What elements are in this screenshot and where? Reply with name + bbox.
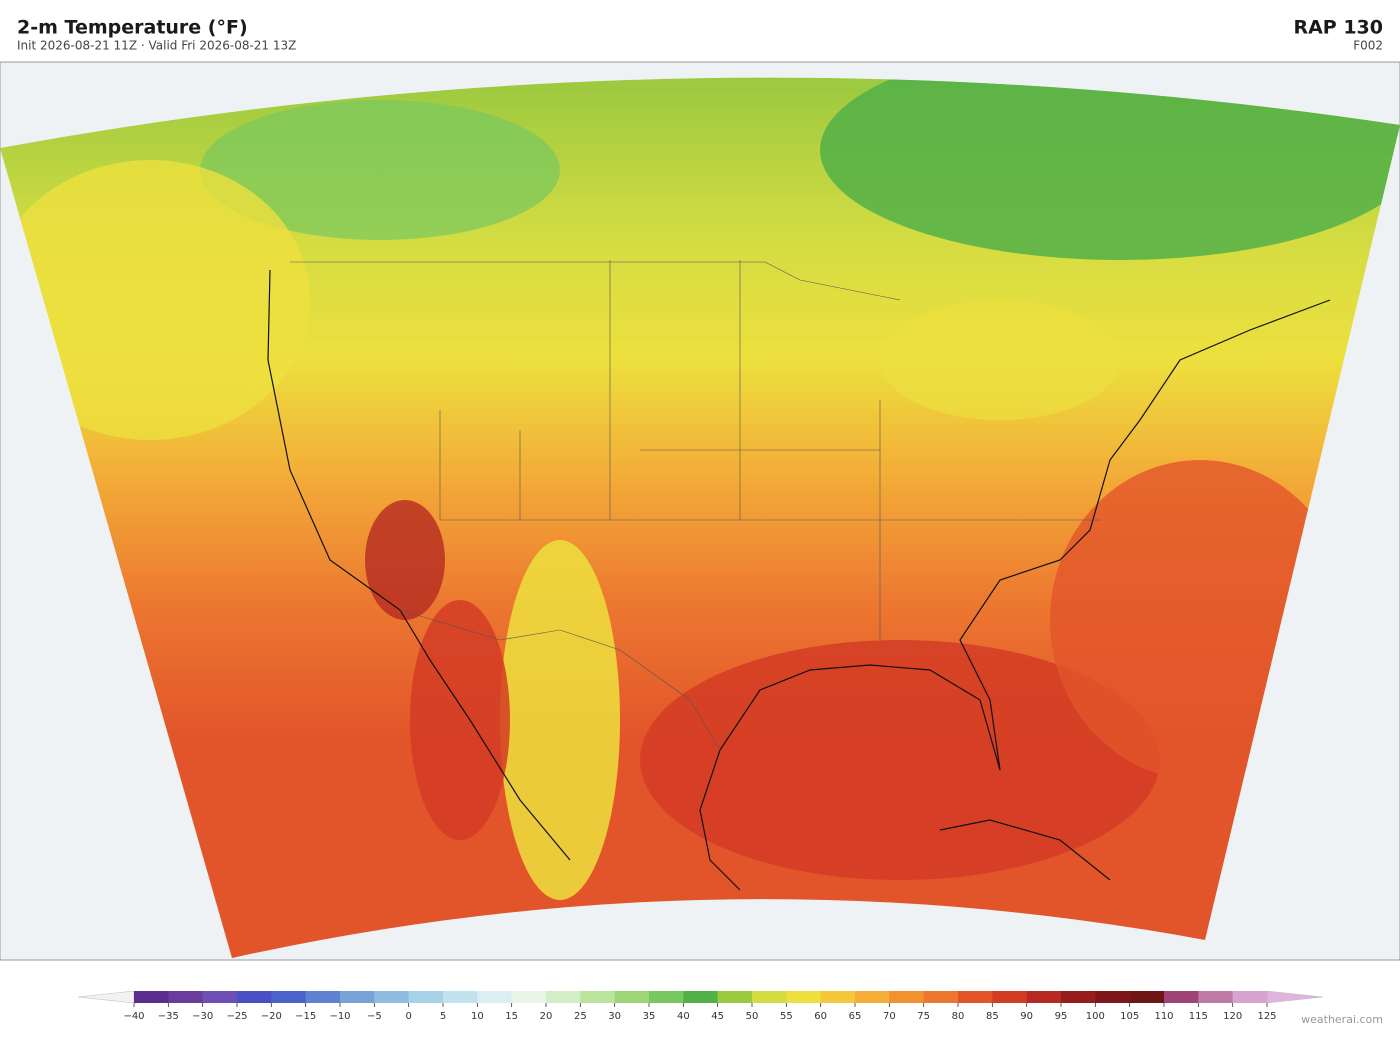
colorbar-segment — [443, 991, 478, 1003]
subtitle: Init 2026-08-21 11Z · Valid Fri 2026-08-… — [17, 39, 296, 53]
colorbar: −40 −35 −30 −25 −20 −15 −10 −5 0 5 10 15 20 25 30 35 40 4… — [77, 990, 1324, 1022]
map — [0, 61, 1400, 961]
colorbar-tick-label: 50 — [746, 1011, 759, 1022]
cool-region — [200, 100, 560, 240]
colorbar-tick-label: 100 — [1086, 1011, 1105, 1022]
colorbar-segment — [340, 991, 375, 1003]
colorbar-tick-label: 5 — [440, 1011, 446, 1022]
colorbar-segment — [820, 991, 856, 1003]
colorbar-tick-label: 40 — [677, 1011, 690, 1022]
colorbar-tick-label: 80 — [952, 1011, 965, 1022]
colorbar-segment — [271, 991, 306, 1003]
colorbar-tick-label: 20 — [540, 1011, 553, 1022]
colorbar-tick-label: −30 — [192, 1011, 213, 1022]
colorbar-segment — [717, 991, 753, 1003]
colorbar-tick-label: −10 — [329, 1011, 350, 1022]
colorbar-tick-label: 110 — [1154, 1011, 1173, 1022]
title: 2-m Temperature (°F) — [17, 17, 248, 39]
colorbar-tick-label: 75 — [917, 1011, 930, 1022]
colorbar-segment — [580, 991, 615, 1003]
colorbar-segment — [923, 991, 959, 1003]
temperature-field — [0, 77, 1400, 900]
mild-region — [0, 160, 310, 440]
colorbar-segment — [305, 991, 341, 1003]
hot-region — [365, 500, 445, 620]
colorbar-segment — [752, 991, 787, 1003]
colorbar-segment — [134, 991, 169, 1003]
colorbar-segment — [168, 991, 203, 1003]
colorbar-tick-label: −20 — [261, 1011, 282, 1022]
colorbar-segment — [1129, 991, 1165, 1003]
colorbar-tick-label: 120 — [1223, 1011, 1242, 1022]
colorbar-segment — [889, 991, 924, 1003]
colorbar-segment — [546, 991, 581, 1003]
warm-region — [410, 600, 510, 840]
colorbar-tick-label: 0 — [405, 1011, 411, 1022]
colorbar-tick-label: 115 — [1189, 1011, 1208, 1022]
forecast-hour: F002 — [1353, 39, 1383, 53]
colorbar-segment — [958, 991, 993, 1003]
colorbar-segment — [1232, 991, 1268, 1003]
colorbar-tick-label: −5 — [367, 1011, 382, 1022]
colorbar-tick-label: 70 — [883, 1011, 896, 1022]
colorbar-tick-label: 15 — [505, 1011, 518, 1022]
colorbar-tick-label: 45 — [711, 1011, 724, 1022]
warm-region — [640, 640, 1160, 880]
colorbar-tick-label: 30 — [608, 1011, 621, 1022]
colorbar-segment — [1026, 991, 1062, 1003]
borders — [290, 260, 1100, 751]
colorbar-tick-label: 90 — [1020, 1011, 1033, 1022]
colorbar-segment — [1061, 991, 1096, 1003]
colorbar-tick-label: 105 — [1120, 1011, 1139, 1022]
colorbar-tick-label: −40 — [123, 1011, 144, 1022]
colorbar-segment — [477, 991, 512, 1003]
colorbar-segment — [1164, 991, 1199, 1003]
colorbar-segment — [374, 991, 409, 1003]
colorbar-segment — [202, 991, 238, 1003]
colorbar-tick-label: 85 — [986, 1011, 999, 1022]
colorbar-tick-label: −25 — [226, 1011, 247, 1022]
colorbar-segment — [614, 991, 650, 1003]
colorbar-tick-label: 10 — [471, 1011, 484, 1022]
colorbar-tick-label: −35 — [158, 1011, 179, 1022]
colorbar-segment — [786, 991, 821, 1003]
colorbar-tick-label: 55 — [780, 1011, 793, 1022]
colorbar-segment — [1198, 991, 1233, 1003]
colorbar-segment — [408, 991, 444, 1003]
colorbar-tick-label: 60 — [814, 1011, 827, 1022]
colorbar-segment — [649, 991, 684, 1003]
mild-region — [500, 540, 620, 900]
colorbar-segment — [992, 991, 1027, 1003]
colorbar-tick-label: 125 — [1257, 1011, 1276, 1022]
colorbar-tick-label: 35 — [643, 1011, 656, 1022]
colorbar-segment — [855, 991, 890, 1003]
colorbar-segment — [237, 991, 272, 1003]
mild-region — [880, 300, 1120, 420]
model-name: RAP 130 — [1293, 17, 1383, 39]
colorbar-segment — [511, 991, 547, 1003]
colorbar-tick-label: 95 — [1055, 1011, 1068, 1022]
colorbar-tick-label: 65 — [849, 1011, 862, 1022]
colorbar-segment — [1095, 991, 1130, 1003]
colorbar-tick-label: −15 — [295, 1011, 316, 1022]
colorbar-segment — [683, 991, 718, 1003]
colorbar-tick-label: 25 — [574, 1011, 587, 1022]
watermark: weatherai.com — [1301, 1013, 1383, 1026]
